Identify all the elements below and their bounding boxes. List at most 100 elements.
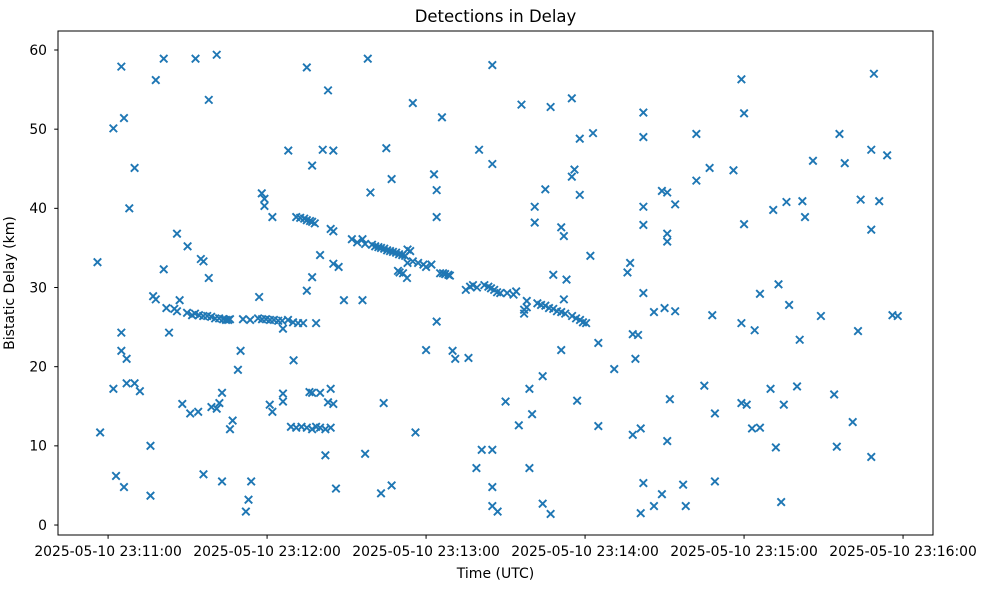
data-point-marker (376, 488, 386, 498)
data-point-marker (307, 272, 317, 282)
data-point-marker (660, 303, 669, 313)
data-point-marker (638, 108, 648, 117)
data-point-marker (524, 463, 534, 473)
x-axis-ticks: 2025-05-10 23:11:00 2025-05-10 23:12:00 20… (34, 535, 977, 560)
data-point-marker (575, 134, 585, 144)
data-point-marker (638, 288, 648, 298)
data-point-marker (662, 229, 672, 239)
data-point-marker (853, 326, 863, 336)
data-point-marker (172, 306, 182, 316)
data-point-marker (331, 484, 341, 494)
data-point-marker (691, 129, 701, 139)
data-point-marker (122, 378, 132, 388)
data-point-marker (556, 222, 566, 232)
data-point-marker (199, 469, 208, 479)
data-point-marker (835, 129, 844, 139)
data-point-marker (159, 264, 169, 274)
y-tick-label: 10 (29, 439, 47, 455)
data-point-marker (199, 256, 208, 266)
data-point-marker (108, 384, 118, 394)
data-point-marker (739, 108, 749, 118)
y-tick-label: 0 (38, 518, 47, 534)
y-tick-label: 60 (29, 43, 47, 59)
data-point-marker (755, 289, 765, 299)
data-point-marker (328, 226, 338, 236)
data-point-marker (95, 427, 105, 437)
data-point-marker (816, 311, 826, 321)
data-point-marker (347, 234, 357, 244)
x-tick-label: 2025-05-10 23:14:00 (511, 544, 659, 560)
data-point-marker (278, 389, 288, 399)
data-point-marker (124, 203, 134, 213)
data-point-marker (511, 287, 521, 296)
data-point-marker (866, 225, 876, 235)
data-point-marker (146, 441, 155, 451)
data-point-marker (315, 250, 325, 260)
data-point-marker (212, 404, 222, 414)
data-point-marker (360, 239, 370, 249)
data-point-marker (360, 449, 370, 459)
data-point-marker (856, 195, 866, 205)
data-point-marker (323, 85, 333, 95)
data-point-marker (729, 165, 738, 175)
data-point-marker (244, 495, 253, 505)
data-point-marker (797, 196, 807, 206)
data-point-marker (182, 308, 192, 318)
data-point-marker (567, 172, 577, 182)
data-point-marker (260, 201, 269, 211)
data-point-marker (567, 93, 577, 103)
data-point-marker (747, 424, 757, 433)
data-point-marker (784, 300, 794, 310)
data-point-marker (570, 165, 579, 174)
data-point-marker (866, 452, 876, 462)
data-point-marker (116, 62, 126, 72)
data-point-marker (556, 345, 566, 355)
data-point-marker (405, 246, 415, 256)
data-point-marker (241, 507, 251, 516)
data-point-marker (328, 146, 338, 155)
data-point-marker (662, 188, 672, 197)
data-point-marker (366, 188, 375, 197)
data-point-marker (546, 509, 556, 519)
plot-area-frame (57, 30, 934, 536)
data-point-marker (829, 389, 839, 399)
data-point-marker (311, 318, 321, 328)
x-tick-label: 2025-05-10 23:16:00 (829, 544, 977, 560)
data-point-marker (307, 161, 317, 171)
data-point-marker (662, 436, 672, 446)
data-point-marker (108, 123, 118, 133)
data-point-marker (649, 307, 659, 317)
data-point-marker (448, 346, 457, 356)
data-point-marker (755, 423, 765, 433)
data-point-marker (302, 286, 312, 296)
data-point-marker (638, 220, 648, 230)
y-tick-label: 50 (29, 122, 47, 138)
data-point-marker (339, 295, 349, 305)
data-point-marker (298, 318, 308, 328)
data-point-marker (334, 262, 344, 272)
data-point-marker (567, 311, 577, 321)
data-point-marker (379, 398, 389, 408)
data-point-marker (540, 184, 550, 194)
data-point-marker (670, 199, 680, 209)
data-point-marker (657, 489, 667, 499)
data-point-marker (874, 196, 884, 206)
data-point-marker (800, 212, 810, 222)
data-point-marker (161, 303, 171, 313)
y-axis-ticks: 0 10 20 30 40 50 60 (29, 43, 58, 534)
data-point-marker (742, 400, 752, 410)
data-point-marker (233, 365, 243, 375)
data-point-marker (307, 388, 317, 398)
data-point-marker (472, 283, 482, 292)
data-point-marker (705, 163, 715, 173)
data-point-marker (548, 270, 558, 280)
data-point-marker (527, 409, 537, 419)
data-point-marker (151, 75, 161, 85)
data-point-marker (135, 386, 145, 396)
data-points (93, 50, 903, 519)
data-point-marker (736, 318, 746, 328)
data-point-marker (387, 481, 397, 490)
y-tick-label: 20 (29, 359, 47, 375)
data-point-marker (450, 354, 460, 364)
x-tick-label: 2025-05-10 23:13:00 (352, 544, 500, 560)
